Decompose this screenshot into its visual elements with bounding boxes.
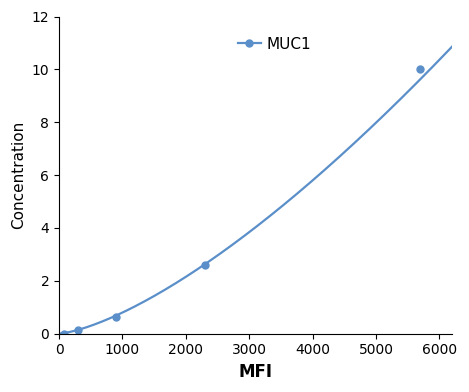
Y-axis label: Concentration: Concentration — [11, 121, 26, 229]
Legend: MUC1: MUC1 — [232, 31, 318, 58]
X-axis label: MFI: MFI — [239, 363, 272, 381]
